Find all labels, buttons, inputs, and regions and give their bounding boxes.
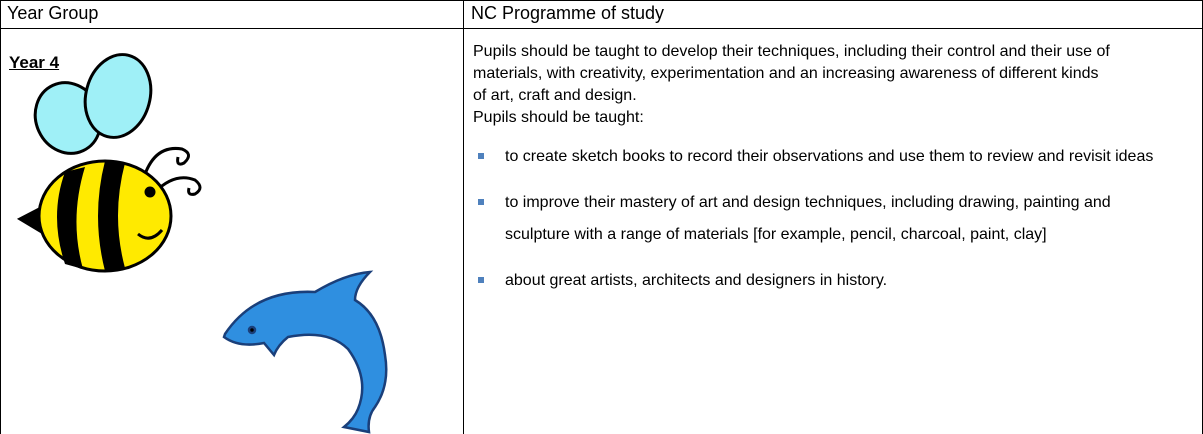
dolphin	[222, 270, 388, 434]
bullet-item: about great artists, architects and desi…	[473, 265, 1170, 297]
table-border	[0, 28, 1203, 29]
year-label: Year 4	[9, 53, 60, 72]
bullet-item: to create sketch books to record their o…	[473, 141, 1170, 173]
header-cell: NC Programme of study	[471, 3, 665, 23]
table-border	[463, 0, 464, 434]
bullet-item: to improve their mastery of art and desi…	[473, 187, 1170, 251]
bullet-list: to create sketch books to record their o…	[473, 141, 1153, 297]
study-content: Pupils should be taught to develop their…	[473, 41, 1153, 311]
illustrations	[16, 53, 388, 434]
header-cell: Year Group	[7, 3, 99, 23]
intro-text: Pupils should be taught to develop their…	[473, 43, 1110, 104]
table-border	[0, 0, 1203, 1]
bee	[16, 53, 202, 273]
table-border	[0, 0, 1, 434]
lead-text: Pupils should be taught:	[473, 109, 644, 126]
